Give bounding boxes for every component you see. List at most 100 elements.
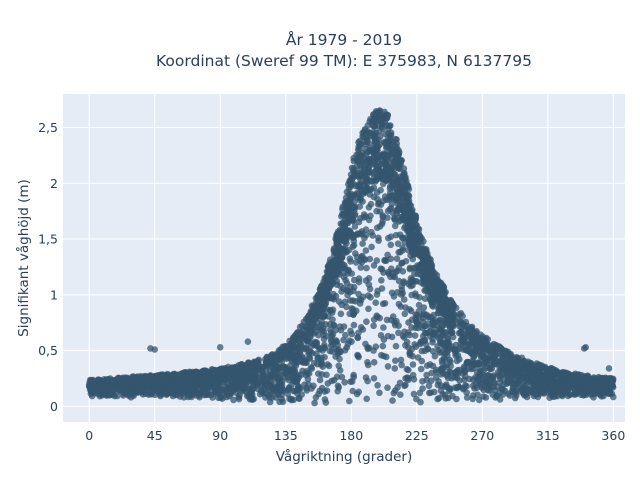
data-point <box>377 132 384 140</box>
data-point <box>293 353 300 361</box>
data-point <box>385 137 392 145</box>
data-point <box>389 397 396 404</box>
data-point <box>398 283 406 290</box>
data-point <box>394 240 402 247</box>
data-point <box>475 374 482 381</box>
data-point <box>394 163 402 171</box>
data-point <box>288 357 296 365</box>
data-point <box>491 361 498 368</box>
data-point <box>424 280 432 288</box>
data-point <box>448 329 456 336</box>
data-point <box>409 361 417 368</box>
data-point <box>170 379 178 387</box>
data-point <box>125 375 132 383</box>
data-point <box>444 374 452 382</box>
data-point <box>320 328 328 335</box>
data-point <box>418 347 426 355</box>
data-point <box>300 345 308 353</box>
data-point <box>373 173 381 181</box>
data-point <box>369 232 377 239</box>
data-point <box>377 332 385 339</box>
data-point <box>447 305 454 313</box>
data-point <box>328 377 335 385</box>
data-point <box>297 339 304 347</box>
data-point <box>497 344 504 352</box>
data-point <box>431 352 439 360</box>
data-point <box>380 324 387 331</box>
data-point <box>304 375 312 383</box>
data-point <box>321 353 328 361</box>
data-point <box>476 365 483 372</box>
data-point <box>520 389 527 397</box>
x-tick-label: 180 <box>339 428 363 443</box>
data-point <box>364 344 371 351</box>
data-point <box>413 231 421 239</box>
data-point <box>480 393 487 400</box>
data-point <box>311 399 318 407</box>
data-point <box>486 365 494 373</box>
data-point <box>385 125 392 132</box>
data-point <box>90 379 97 387</box>
data-point <box>462 382 469 389</box>
data-point <box>452 352 460 360</box>
data-point <box>348 378 356 385</box>
data-point <box>326 320 334 328</box>
data-point <box>359 240 366 247</box>
data-point <box>301 381 308 389</box>
data-point <box>295 329 302 337</box>
data-point <box>566 391 574 399</box>
data-point <box>218 374 225 381</box>
data-point <box>365 275 373 282</box>
x-tick-label: 135 <box>274 428 298 443</box>
data-point <box>329 341 337 349</box>
data-point <box>373 145 381 152</box>
y-tick-label: 0 <box>50 399 58 414</box>
data-point <box>344 202 352 210</box>
data-point <box>553 368 561 376</box>
data-point <box>453 395 460 403</box>
data-point <box>409 371 417 379</box>
chart-title-line1: År 1979 - 2019 <box>286 30 402 49</box>
data-point <box>453 371 460 379</box>
data-point <box>295 394 303 402</box>
data-point <box>318 360 326 367</box>
data-point <box>485 372 493 379</box>
data-point <box>431 274 439 281</box>
data-point <box>363 264 370 272</box>
data-point <box>373 257 381 264</box>
data-point <box>509 355 517 363</box>
data-point <box>346 177 353 185</box>
data-point <box>381 300 389 307</box>
data-point <box>296 323 304 331</box>
data-point <box>370 168 378 176</box>
data-point <box>602 388 609 395</box>
data-point <box>407 236 414 244</box>
data-point <box>243 368 250 375</box>
data-point <box>463 394 471 401</box>
data-point <box>360 129 368 136</box>
data-point <box>560 371 568 378</box>
data-point <box>362 247 370 254</box>
data-point <box>355 190 362 198</box>
data-point <box>390 389 398 397</box>
data-point <box>341 298 349 306</box>
data-point <box>299 367 306 375</box>
data-point <box>551 376 559 383</box>
data-point <box>304 370 311 377</box>
data-point <box>441 355 449 363</box>
data-point <box>346 213 353 221</box>
data-point <box>371 115 379 123</box>
data-point <box>288 395 295 403</box>
data-point <box>407 307 415 315</box>
data-point <box>475 360 483 367</box>
data-point <box>464 365 472 372</box>
data-point <box>482 342 490 350</box>
data-point <box>401 170 408 177</box>
data-point <box>323 387 331 394</box>
data-point <box>205 380 213 388</box>
data-point <box>426 389 433 397</box>
data-point <box>433 289 441 296</box>
data-point <box>279 351 287 359</box>
data-point <box>386 205 394 213</box>
